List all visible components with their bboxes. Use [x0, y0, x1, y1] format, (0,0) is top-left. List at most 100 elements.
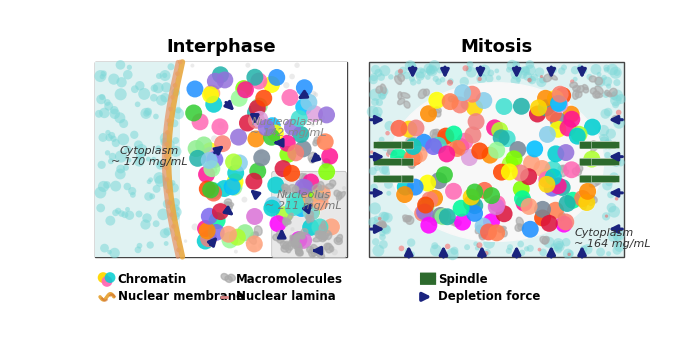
Circle shape: [320, 115, 325, 120]
Ellipse shape: [543, 74, 552, 82]
Circle shape: [225, 229, 229, 233]
Circle shape: [144, 192, 153, 201]
Ellipse shape: [225, 202, 234, 207]
Circle shape: [321, 148, 338, 165]
Circle shape: [535, 67, 545, 77]
Circle shape: [238, 114, 257, 132]
Circle shape: [382, 143, 389, 151]
Circle shape: [171, 119, 178, 127]
Circle shape: [374, 165, 380, 171]
Circle shape: [295, 232, 312, 249]
Circle shape: [615, 197, 618, 200]
Circle shape: [144, 110, 150, 117]
Circle shape: [537, 99, 556, 117]
Circle shape: [316, 132, 335, 151]
Circle shape: [107, 250, 112, 255]
Circle shape: [578, 64, 582, 69]
Ellipse shape: [409, 137, 415, 143]
Circle shape: [485, 119, 504, 137]
Circle shape: [587, 74, 593, 80]
Circle shape: [295, 98, 313, 116]
Circle shape: [103, 181, 111, 189]
Circle shape: [428, 60, 440, 72]
Circle shape: [290, 110, 308, 127]
Circle shape: [614, 240, 620, 246]
Circle shape: [531, 74, 538, 81]
Ellipse shape: [323, 159, 330, 166]
Circle shape: [608, 206, 620, 218]
Ellipse shape: [570, 82, 578, 88]
Circle shape: [426, 189, 444, 208]
Circle shape: [285, 199, 302, 216]
Ellipse shape: [313, 237, 323, 242]
Ellipse shape: [330, 246, 334, 252]
Circle shape: [163, 199, 172, 209]
Ellipse shape: [338, 192, 345, 199]
Circle shape: [536, 89, 555, 108]
Circle shape: [438, 146, 455, 162]
Circle shape: [505, 150, 522, 167]
Circle shape: [166, 140, 175, 149]
Circle shape: [523, 67, 529, 73]
Circle shape: [475, 91, 493, 110]
FancyBboxPatch shape: [373, 176, 402, 183]
Circle shape: [556, 213, 575, 231]
Circle shape: [204, 182, 223, 200]
Circle shape: [451, 96, 469, 114]
Circle shape: [200, 230, 217, 247]
Circle shape: [212, 66, 229, 83]
Ellipse shape: [591, 145, 598, 152]
Circle shape: [564, 192, 581, 209]
Circle shape: [164, 142, 169, 147]
Circle shape: [528, 105, 547, 123]
Circle shape: [155, 175, 167, 187]
Circle shape: [138, 88, 150, 100]
Ellipse shape: [315, 193, 321, 199]
Circle shape: [310, 91, 316, 97]
Circle shape: [97, 204, 105, 213]
Circle shape: [293, 178, 312, 197]
Circle shape: [527, 78, 532, 82]
Circle shape: [417, 197, 434, 214]
Circle shape: [198, 221, 216, 240]
Circle shape: [246, 208, 263, 225]
Circle shape: [424, 63, 433, 73]
Circle shape: [164, 241, 169, 246]
Circle shape: [246, 63, 251, 68]
Circle shape: [439, 208, 456, 225]
Circle shape: [563, 249, 573, 259]
Circle shape: [385, 131, 390, 135]
Circle shape: [379, 87, 389, 96]
FancyBboxPatch shape: [580, 141, 616, 149]
Circle shape: [496, 75, 501, 80]
FancyBboxPatch shape: [420, 276, 436, 281]
Circle shape: [437, 127, 455, 145]
Ellipse shape: [306, 197, 311, 205]
Circle shape: [523, 72, 532, 81]
Circle shape: [314, 185, 331, 202]
Circle shape: [400, 121, 417, 137]
Circle shape: [274, 160, 291, 177]
Ellipse shape: [578, 200, 585, 206]
Ellipse shape: [307, 247, 314, 253]
Circle shape: [247, 131, 265, 147]
Circle shape: [200, 151, 218, 170]
Ellipse shape: [309, 157, 316, 163]
Circle shape: [551, 85, 569, 104]
Circle shape: [246, 207, 264, 226]
Circle shape: [529, 105, 546, 122]
Circle shape: [556, 243, 563, 250]
Circle shape: [106, 134, 113, 141]
Circle shape: [563, 110, 581, 129]
Circle shape: [290, 109, 309, 128]
Circle shape: [253, 148, 271, 167]
Circle shape: [284, 118, 302, 136]
Circle shape: [415, 67, 426, 78]
Circle shape: [197, 165, 216, 184]
Ellipse shape: [221, 273, 228, 280]
Circle shape: [606, 251, 611, 256]
Circle shape: [603, 64, 610, 71]
Ellipse shape: [559, 214, 566, 220]
Circle shape: [305, 104, 324, 123]
Circle shape: [196, 232, 214, 250]
